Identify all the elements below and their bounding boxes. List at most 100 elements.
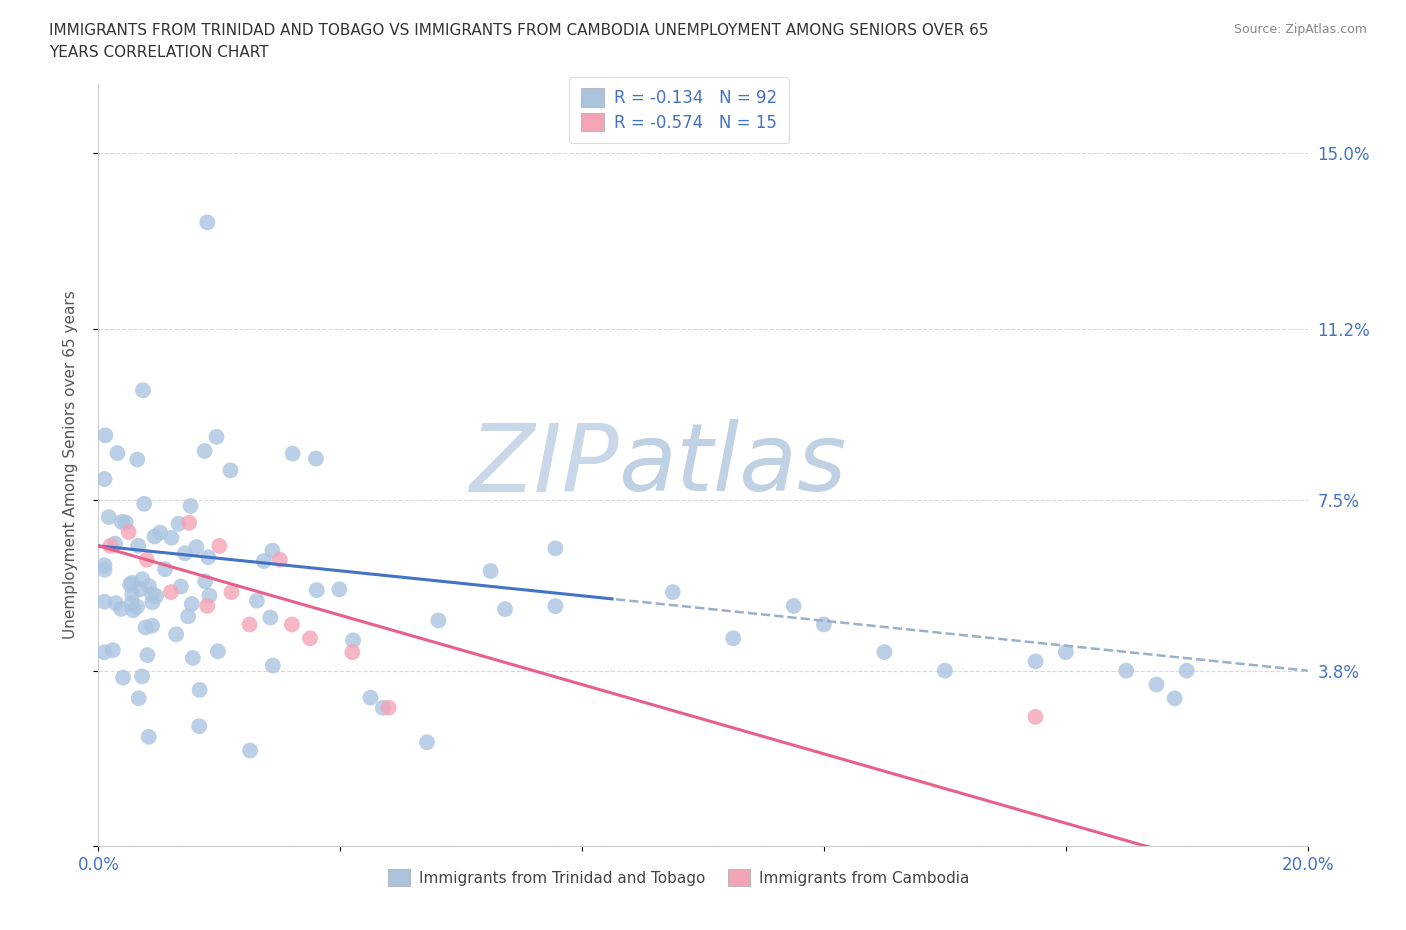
Point <box>93 644 115 659</box>
Point <box>149 525 172 540</box>
Point <box>873 644 896 659</box>
Point <box>360 690 382 705</box>
Text: IMMIGRANTS FROM TRINIDAD AND TOBAGO VS IMMIGRANTS FROM CAMBODIA UNEMPLOYMENT AMO: IMMIGRANTS FROM TRINIDAD AND TOBAGO VS I… <box>49 23 988 38</box>
Point <box>134 620 156 635</box>
Point <box>167 516 190 531</box>
Point <box>544 541 567 556</box>
Point <box>179 515 201 530</box>
Text: atlas: atlas <box>619 419 846 511</box>
Point <box>136 647 159 662</box>
Point <box>305 583 328 598</box>
Point <box>104 596 127 611</box>
Point <box>1175 663 1198 678</box>
Point <box>127 538 149 553</box>
Point <box>494 602 516 617</box>
Point <box>1054 644 1077 659</box>
Point <box>188 719 211 734</box>
Point <box>342 633 364 648</box>
Point <box>239 743 262 758</box>
Point <box>143 529 166 544</box>
Point <box>259 610 281 625</box>
Point <box>160 585 183 600</box>
Point <box>93 563 115 578</box>
Point <box>934 663 956 678</box>
Point <box>198 588 221 603</box>
Point <box>371 700 394 715</box>
Point <box>118 578 141 592</box>
Point <box>173 546 195 561</box>
Point <box>246 593 269 608</box>
Point <box>93 472 115 486</box>
Point <box>177 609 200 624</box>
Point <box>195 215 218 230</box>
Point <box>134 497 156 512</box>
Y-axis label: Unemployment Among Seniors over 65 years: Unemployment Among Seniors over 65 years <box>63 290 77 640</box>
Text: ZIP: ZIP <box>468 419 619 511</box>
Point <box>125 599 148 614</box>
Point <box>141 618 163 633</box>
Point <box>416 735 439 750</box>
Point <box>194 444 217 458</box>
Point <box>104 537 127 551</box>
Point <box>186 539 208 554</box>
Point <box>197 550 219 565</box>
Point <box>121 596 143 611</box>
Point <box>1024 710 1046 724</box>
Point <box>118 525 141 539</box>
Point <box>93 594 115 609</box>
Point <box>262 658 284 673</box>
Point <box>253 553 276 568</box>
Point <box>221 585 243 600</box>
Point <box>138 729 160 744</box>
Point <box>281 446 304 461</box>
Point <box>813 617 835 631</box>
Point <box>328 582 350 597</box>
Point <box>180 596 202 611</box>
Point <box>141 587 163 602</box>
Point <box>1144 677 1167 692</box>
Point <box>188 683 211 698</box>
Point <box>131 669 153 684</box>
Point <box>131 572 153 587</box>
Point <box>181 651 204 666</box>
Point <box>783 599 806 614</box>
Point <box>145 589 167 604</box>
Point <box>1024 654 1046 669</box>
Point <box>194 574 217 589</box>
Point <box>195 599 218 614</box>
Text: Source: ZipAtlas.com: Source: ZipAtlas.com <box>1233 23 1367 36</box>
Point <box>305 451 328 466</box>
Point <box>165 627 187 642</box>
Point <box>127 452 149 467</box>
Point <box>1163 691 1185 706</box>
Point <box>208 538 231 553</box>
Point <box>121 576 143 591</box>
Point <box>132 383 155 398</box>
Point <box>122 603 145 618</box>
Point <box>135 552 157 567</box>
Point <box>262 543 284 558</box>
Point <box>93 558 115 573</box>
Legend: Immigrants from Trinidad and Tobago, Immigrants from Cambodia: Immigrants from Trinidad and Tobago, Imm… <box>382 863 976 892</box>
Point <box>107 445 129 460</box>
Text: YEARS CORRELATION CHART: YEARS CORRELATION CHART <box>49 45 269 60</box>
Point <box>661 585 683 600</box>
Point <box>129 582 152 597</box>
Point <box>170 579 193 594</box>
Point <box>723 631 745 645</box>
Point <box>219 463 242 478</box>
Point <box>299 631 322 645</box>
Point <box>141 595 163 610</box>
Point <box>207 644 229 658</box>
Point <box>112 671 135 685</box>
Point <box>205 430 228 445</box>
Point <box>269 552 291 567</box>
Point <box>377 700 399 715</box>
Point <box>153 562 176 577</box>
Point <box>180 498 202 513</box>
Point <box>281 617 304 631</box>
Point <box>1115 663 1137 678</box>
Point <box>97 510 120 525</box>
Point <box>160 530 183 545</box>
Point <box>94 428 117 443</box>
